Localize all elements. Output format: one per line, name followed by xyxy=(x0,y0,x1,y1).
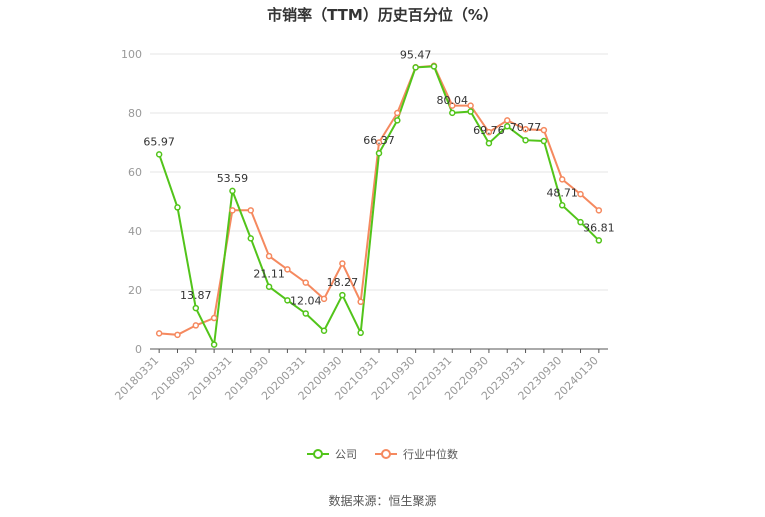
company-point xyxy=(430,63,438,70)
industry-median-point xyxy=(320,295,328,303)
company-point xyxy=(522,136,529,144)
industry-median-point xyxy=(265,252,273,260)
industry-median-line xyxy=(159,64,600,336)
company-data-label: 36.81 xyxy=(583,221,615,234)
company-data-label: 12.04 xyxy=(290,294,322,307)
company-data-label: 21.11 xyxy=(253,268,285,281)
industry-median-point xyxy=(595,207,603,214)
legend-item-industry-median[interactable]: 行业中位数 xyxy=(375,446,458,462)
legend: 公司 行业中位数 xyxy=(0,446,765,462)
legend-swatch xyxy=(375,449,397,459)
company-point xyxy=(485,139,493,147)
y-axis: 0 20 40 60 80 100 xyxy=(121,48,142,356)
series-lines xyxy=(158,64,600,349)
company-point xyxy=(320,327,328,334)
y-tick-label: 60 xyxy=(128,166,142,179)
company-point xyxy=(284,297,291,304)
company-data-label: 70.77 xyxy=(510,121,542,134)
company-point xyxy=(577,218,584,226)
industry-median-point xyxy=(558,176,566,183)
legend-item-company[interactable]: 公司 xyxy=(307,446,357,462)
company-point xyxy=(394,117,401,124)
company-point xyxy=(302,310,309,317)
industry-median-point xyxy=(247,207,255,214)
company-point xyxy=(247,235,255,242)
industry-median-point xyxy=(394,109,401,117)
industry-median-point xyxy=(339,260,346,267)
legend-label: 行业中位数 xyxy=(403,448,458,461)
industry-median-point xyxy=(192,322,200,329)
industry-median-point xyxy=(357,298,364,306)
company-data-label: 18.27 xyxy=(327,276,359,289)
company-data-label: 48.71 xyxy=(546,186,578,199)
y-tick-label: 40 xyxy=(128,225,142,238)
company-data-label: 95.47 xyxy=(400,48,432,61)
x-axis: 2018033120180930201903312019093020200331… xyxy=(112,348,608,403)
industry-median-point xyxy=(375,139,383,146)
y-tick-label: 80 xyxy=(128,107,142,120)
company-data-label: 80.04 xyxy=(437,94,469,107)
industry-median-point xyxy=(229,207,236,214)
company-data-label: 13.87 xyxy=(180,289,212,302)
y-tick-label: 0 xyxy=(135,343,142,356)
industry-median-point xyxy=(284,266,291,273)
industry-median-point xyxy=(540,126,548,134)
industry-median-point xyxy=(503,117,511,124)
company-point xyxy=(558,202,566,209)
legend-label: 公司 xyxy=(335,448,357,461)
company-point xyxy=(192,304,200,312)
company-point xyxy=(210,341,218,348)
industry-median-point xyxy=(174,331,181,339)
data-labels: 65.97 13.87 53.59 21.11 12.04 18.27 66.37 95.47… xyxy=(143,48,614,307)
company-data-label: 66.37 xyxy=(363,134,395,147)
company-point xyxy=(412,64,419,71)
industry-median-point xyxy=(522,125,529,133)
industry-median-point xyxy=(155,330,163,337)
company-point xyxy=(449,109,456,117)
y-tick-label: 20 xyxy=(128,284,142,297)
legend-swatch xyxy=(307,449,329,459)
company-point xyxy=(155,151,163,158)
company-point xyxy=(503,123,511,130)
company-point xyxy=(229,187,236,195)
company-data-label: 69.76 xyxy=(473,124,505,137)
company-point xyxy=(467,108,474,115)
company-data-label: 53.59 xyxy=(217,172,249,185)
legend-swatch-marker xyxy=(381,449,391,459)
grid-lines xyxy=(150,53,608,291)
industry-median-point xyxy=(485,128,493,136)
legend-swatch-marker xyxy=(313,449,323,459)
company-data-label: 65.97 xyxy=(143,135,175,148)
industry-median-point xyxy=(302,279,309,286)
company-point xyxy=(339,291,346,299)
y-tick-label: 100 xyxy=(121,48,142,61)
industry-median-point xyxy=(577,190,584,198)
company-point xyxy=(375,149,383,157)
company-point xyxy=(265,283,273,290)
company-point xyxy=(357,329,364,337)
industry-median-point xyxy=(449,102,456,109)
company-point xyxy=(595,237,603,244)
chart-title: 市销率（TTM）历史百分位（%） xyxy=(267,6,498,24)
company-line xyxy=(158,65,600,349)
company-point xyxy=(174,204,181,211)
series-points xyxy=(155,62,603,348)
industry-median-point xyxy=(210,314,218,322)
industry-median-point xyxy=(467,102,474,109)
company-point xyxy=(540,137,548,145)
source-note: 数据来源：恒生聚源 xyxy=(328,494,437,508)
